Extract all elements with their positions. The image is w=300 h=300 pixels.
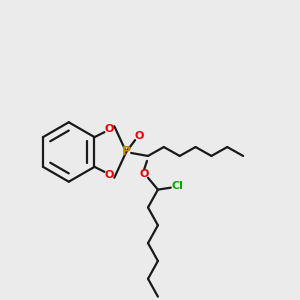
Text: O: O — [139, 169, 149, 179]
Text: O: O — [134, 131, 144, 141]
Text: O: O — [105, 170, 114, 180]
Text: O: O — [105, 124, 114, 134]
Text: Cl: Cl — [172, 181, 184, 191]
Text: P: P — [122, 146, 131, 158]
